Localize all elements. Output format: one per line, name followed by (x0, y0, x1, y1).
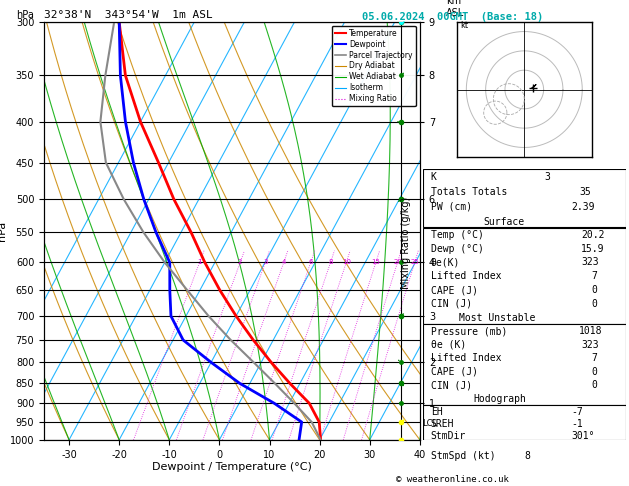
Text: kt: kt (460, 21, 469, 30)
Text: 301°: 301° (571, 431, 594, 441)
Text: Lifted Index: Lifted Index (431, 353, 501, 363)
Text: 32°38'N  343°54'W  1m ASL: 32°38'N 343°54'W 1m ASL (44, 10, 213, 20)
Text: 0: 0 (591, 367, 597, 377)
Text: StmDir: StmDir (431, 431, 466, 441)
Text: 35: 35 (579, 187, 591, 197)
Text: CIN (J): CIN (J) (431, 299, 472, 309)
Text: 8: 8 (328, 260, 333, 265)
FancyBboxPatch shape (423, 169, 626, 227)
Text: 7: 7 (591, 353, 597, 363)
Text: 2.39: 2.39 (571, 202, 594, 212)
Text: 05.06.2024  00GMT  (Base: 18): 05.06.2024 00GMT (Base: 18) (362, 12, 543, 22)
Text: 6: 6 (308, 260, 313, 265)
Text: Most Unstable: Most Unstable (459, 313, 536, 323)
Text: Surface: Surface (484, 217, 525, 226)
Y-axis label: hPa: hPa (0, 221, 7, 241)
FancyBboxPatch shape (423, 324, 626, 405)
Text: hPa: hPa (16, 10, 34, 20)
Text: θe (K): θe (K) (431, 340, 466, 350)
Text: 1018: 1018 (579, 326, 603, 336)
Text: CIN (J): CIN (J) (431, 381, 472, 390)
Text: θe(K): θe(K) (431, 258, 460, 267)
Text: Dewp (°C): Dewp (°C) (431, 243, 484, 254)
Text: km
ASL: km ASL (446, 0, 464, 17)
Text: LCL: LCL (423, 419, 438, 428)
Text: CAPE (J): CAPE (J) (431, 367, 478, 377)
Text: 10: 10 (342, 260, 351, 265)
Text: © weatheronline.co.uk: © weatheronline.co.uk (396, 474, 509, 484)
FancyBboxPatch shape (423, 405, 626, 440)
Text: Lifted Index: Lifted Index (431, 271, 501, 281)
Text: Mixing Ratio (g/kg): Mixing Ratio (g/kg) (401, 197, 411, 289)
Text: 25: 25 (410, 260, 419, 265)
Text: 2: 2 (238, 260, 242, 265)
Text: CAPE (J): CAPE (J) (431, 285, 478, 295)
Text: 0: 0 (591, 381, 597, 390)
Text: SREH: SREH (431, 419, 454, 429)
Text: PW (cm): PW (cm) (431, 202, 472, 212)
Text: 15.9: 15.9 (581, 243, 604, 254)
Text: -1: -1 (571, 419, 582, 429)
X-axis label: Dewpoint / Temperature (°C): Dewpoint / Temperature (°C) (152, 462, 312, 472)
Text: Totals Totals: Totals Totals (431, 187, 507, 197)
Text: 7: 7 (591, 271, 597, 281)
Text: K: K (431, 172, 437, 182)
Legend: Temperature, Dewpoint, Parcel Trajectory, Dry Adiabat, Wet Adiabat, Isotherm, Mi: Temperature, Dewpoint, Parcel Trajectory… (332, 26, 416, 106)
Text: 15: 15 (371, 260, 381, 265)
Text: 20.2: 20.2 (581, 230, 604, 240)
Text: 0: 0 (591, 285, 597, 295)
Text: 0: 0 (591, 299, 597, 309)
FancyBboxPatch shape (423, 228, 626, 324)
Text: 3: 3 (263, 260, 267, 265)
Text: StmSpd (kt)     8: StmSpd (kt) 8 (431, 451, 531, 461)
Text: 1: 1 (198, 260, 202, 265)
Text: 3: 3 (545, 172, 550, 182)
Text: Temp (°C): Temp (°C) (431, 230, 484, 240)
Text: 323: 323 (581, 340, 599, 350)
Text: 20: 20 (393, 260, 402, 265)
Text: Pressure (mb): Pressure (mb) (431, 326, 507, 336)
Text: EH: EH (431, 407, 443, 417)
Text: 4: 4 (282, 260, 286, 265)
Text: 323: 323 (581, 258, 599, 267)
Text: -7: -7 (571, 407, 582, 417)
Text: Hodograph: Hodograph (474, 394, 526, 404)
